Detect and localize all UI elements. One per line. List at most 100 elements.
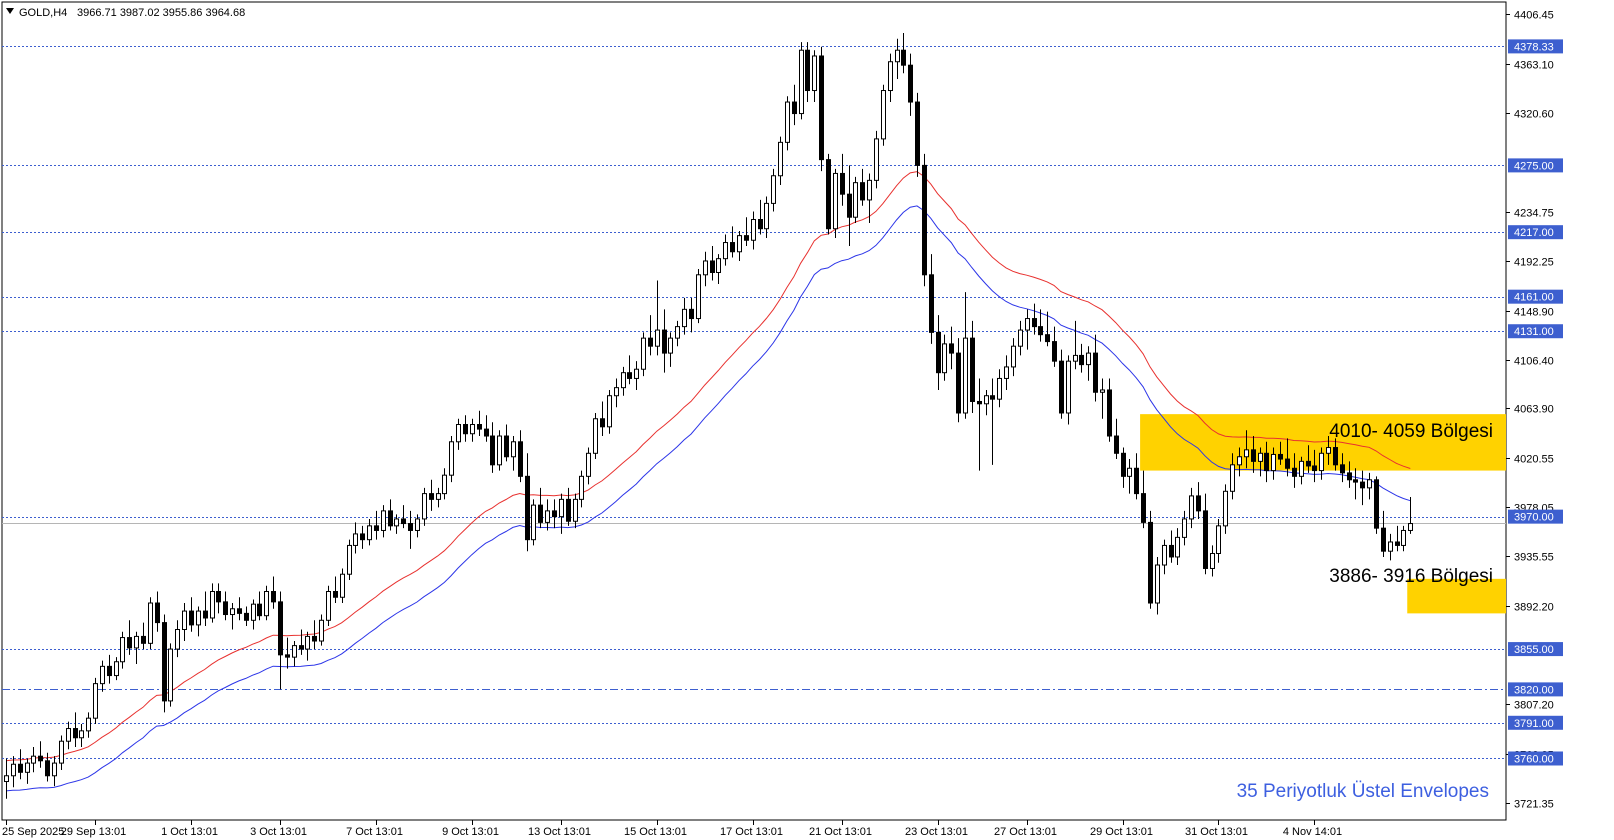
candle[interactable] [1127,459,1132,494]
candle[interactable] [374,510,379,540]
candle[interactable] [915,92,920,177]
candle[interactable] [456,418,461,450]
candle[interactable] [230,603,235,630]
candle[interactable] [1032,303,1037,335]
candle[interactable] [1114,418,1119,460]
candle[interactable] [675,320,680,347]
candle[interactable] [340,568,345,604]
candle[interactable] [18,749,23,780]
candle[interactable] [1306,445,1311,473]
candle[interactable] [1216,518,1221,563]
candle[interactable] [155,591,160,632]
candle[interactable] [552,499,557,529]
candle[interactable] [38,741,43,768]
candle[interactable] [497,430,502,471]
candle[interactable] [614,378,619,408]
candle[interactable] [627,355,632,385]
candle[interactable] [641,332,646,377]
candle[interactable] [31,746,36,773]
candle[interactable] [436,487,441,508]
candle[interactable] [1107,378,1112,442]
candle[interactable] [347,539,352,580]
candle[interactable] [257,591,262,621]
candle[interactable] [203,591,208,627]
candle[interactable] [682,297,687,335]
candle[interactable] [1258,447,1263,477]
candle[interactable] [819,46,824,172]
candle[interactable] [744,217,749,247]
candle[interactable] [662,309,667,373]
candle[interactable] [1374,476,1379,534]
candle[interactable] [463,415,468,442]
candle[interactable] [66,721,71,750]
candle[interactable] [1189,487,1194,529]
candle[interactable] [52,756,57,787]
candle[interactable] [1079,343,1084,373]
candle[interactable] [545,499,550,531]
plot-area[interactable] [1,1,1507,821]
candle[interactable] [511,436,516,471]
candle[interactable] [655,280,660,356]
candle[interactable] [408,510,413,549]
candle[interactable] [401,505,406,529]
candle[interactable] [1278,441,1283,465]
candle[interactable] [299,629,304,655]
candle[interactable] [189,597,194,632]
candle[interactable] [1285,438,1290,477]
candle[interactable] [196,606,201,637]
candle[interactable] [847,165,852,247]
candle[interactable] [668,332,673,367]
candle[interactable] [716,254,721,285]
candle[interactable] [353,522,358,554]
candle[interactable] [1134,453,1139,500]
candle[interactable] [922,153,927,287]
candle[interactable] [134,631,139,665]
candle[interactable] [977,378,982,471]
candle[interactable] [1333,438,1338,471]
candle[interactable] [579,470,584,508]
candle[interactable] [1299,456,1304,485]
candle[interactable] [93,677,98,724]
candle[interactable] [792,84,797,126]
candle[interactable] [723,234,728,266]
candle[interactable] [1169,530,1174,563]
candle[interactable] [1196,482,1201,519]
candle[interactable] [244,606,249,627]
candle[interactable] [1141,470,1146,529]
candle[interactable] [360,525,365,549]
candle[interactable] [1408,497,1413,534]
candle[interactable] [805,42,810,103]
candle[interactable] [381,505,386,538]
candle[interactable] [59,735,64,771]
candle[interactable] [1121,447,1126,488]
candle[interactable] [1182,510,1187,546]
candle[interactable] [1052,326,1057,367]
candle[interactable] [1066,355,1071,425]
candle[interactable] [833,168,838,238]
candle[interactable] [758,199,763,235]
candle[interactable] [141,622,146,650]
candle[interactable] [182,603,187,642]
candle[interactable] [107,654,112,684]
candle[interactable] [237,597,242,621]
candle[interactable] [538,487,543,529]
candle[interactable] [1340,453,1345,483]
candle[interactable] [799,42,804,120]
candle[interactable] [285,637,290,669]
symbol-dropdown-icon[interactable] [6,8,14,14]
candle[interactable] [264,585,269,621]
candle[interactable] [1244,430,1249,469]
candle[interactable] [4,758,9,799]
candle[interactable] [518,430,523,483]
candle[interactable] [826,153,831,235]
candle[interactable] [840,153,845,206]
candle[interactable] [1011,338,1016,377]
candle[interactable] [593,412,598,460]
candle[interactable] [415,514,420,538]
candle[interactable] [874,130,879,189]
candle[interactable] [1045,311,1050,347]
candle[interactable] [470,418,475,442]
candle[interactable] [1401,525,1406,552]
candle[interactable] [1353,468,1358,500]
candle[interactable] [251,599,256,630]
